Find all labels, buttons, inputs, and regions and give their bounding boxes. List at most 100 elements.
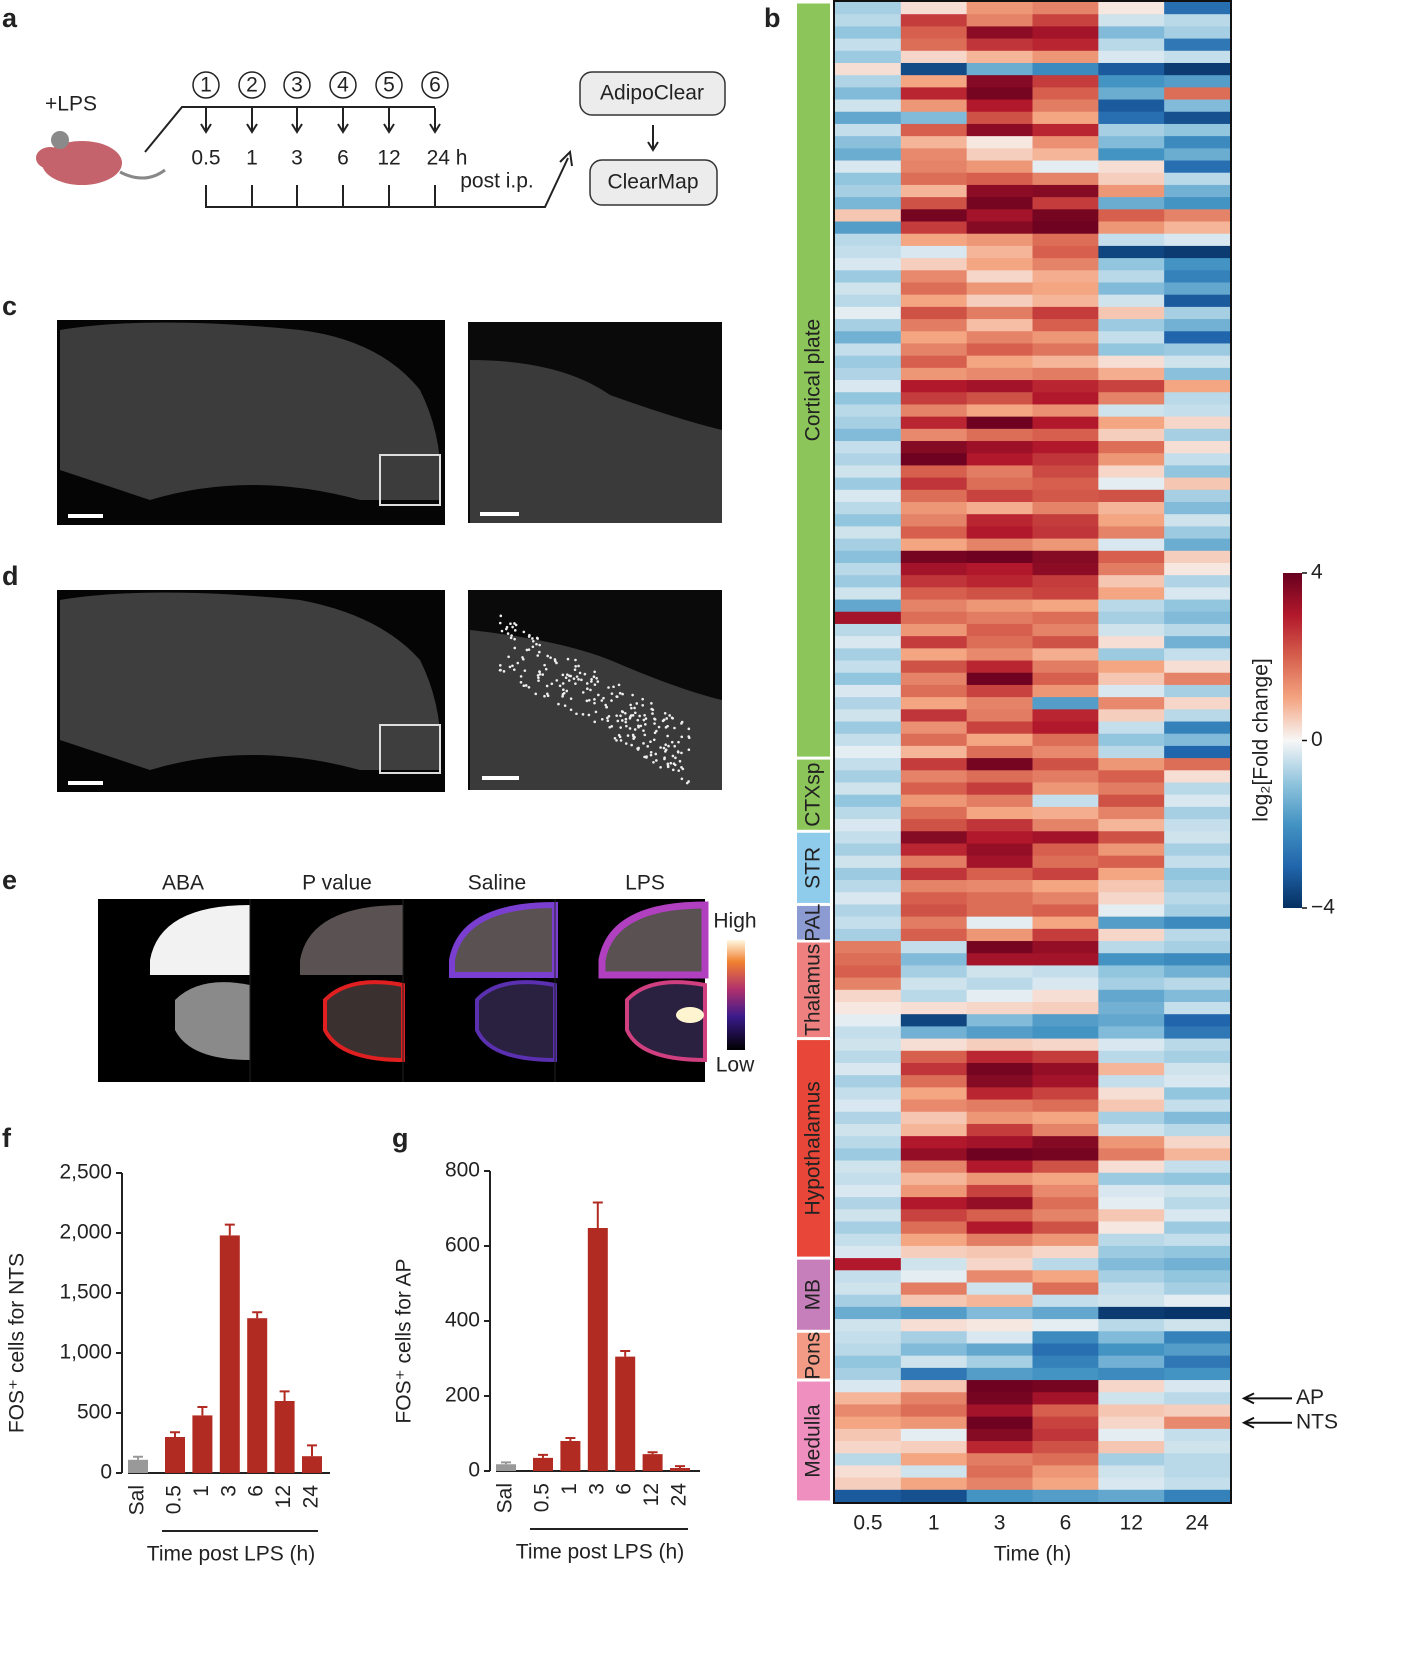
cell-dot bbox=[561, 673, 565, 677]
heatmap-cell bbox=[900, 831, 968, 844]
cell-dot bbox=[639, 724, 643, 728]
cell-dot bbox=[655, 759, 658, 762]
timeline bbox=[144, 106, 435, 153]
cell-dot bbox=[565, 689, 569, 693]
heatmap-cell bbox=[1098, 1282, 1165, 1296]
panel-label: a bbox=[2, 3, 18, 33]
heatmap-cell bbox=[835, 1184, 902, 1198]
cell-dot bbox=[538, 672, 542, 676]
heatmap-cell bbox=[835, 75, 902, 88]
heatmap-cell bbox=[966, 270, 1033, 283]
cell-dot bbox=[680, 777, 684, 781]
cell-dot bbox=[537, 679, 540, 682]
heatmap-cell bbox=[966, 880, 1033, 893]
heatmap-cell bbox=[835, 14, 902, 27]
cell-dot bbox=[668, 714, 671, 717]
heatmap-cell bbox=[966, 819, 1033, 832]
aba-region bbox=[150, 905, 250, 975]
heatmap-cell bbox=[1164, 1209, 1231, 1223]
error-bar bbox=[620, 1350, 631, 1357]
heatmap-cell bbox=[966, 1489, 1033, 1503]
bar bbox=[615, 1356, 636, 1471]
heatmap-cell bbox=[1098, 1245, 1165, 1259]
heatmap-cell bbox=[966, 831, 1033, 844]
heatmap-cell bbox=[1164, 62, 1231, 76]
x-tick-label: 1 bbox=[558, 1483, 581, 1495]
cell-dot bbox=[537, 676, 540, 680]
heatmap-cell bbox=[900, 562, 968, 576]
heatmap-cell bbox=[966, 367, 1033, 381]
heatmap-cell bbox=[966, 514, 1033, 527]
heatmap-cell bbox=[966, 770, 1033, 783]
heatmap-cell bbox=[1098, 806, 1165, 820]
cell-dot bbox=[499, 668, 502, 672]
cell-dot bbox=[621, 719, 624, 722]
heatmap-cell bbox=[1164, 160, 1231, 174]
heatmap-cell bbox=[1032, 928, 1099, 942]
colorbar bbox=[1283, 573, 1302, 908]
cell-dot bbox=[561, 693, 565, 696]
heatmap-cell bbox=[1098, 1331, 1165, 1344]
x-tick-label: 6 bbox=[245, 1485, 268, 1497]
heatmap-cell bbox=[835, 806, 902, 820]
region-label: Medulla bbox=[802, 1404, 825, 1478]
heatmap-cell bbox=[966, 75, 1033, 88]
heatmap-cell bbox=[1164, 465, 1231, 479]
heatmap-cell bbox=[900, 928, 968, 942]
heatmap-cell bbox=[1032, 428, 1099, 442]
heatmap-cell bbox=[1098, 1087, 1165, 1101]
time-label: 24 h bbox=[427, 147, 468, 170]
cell-dot bbox=[602, 696, 605, 700]
heatmap-cell bbox=[835, 782, 902, 796]
heatmap-cell bbox=[966, 233, 1033, 247]
heatmap-cell bbox=[966, 904, 1033, 918]
cell-dot bbox=[673, 726, 676, 730]
heatmap-cell bbox=[1164, 1441, 1231, 1454]
heatmap-cell bbox=[900, 672, 968, 686]
heatmap-cell bbox=[1164, 831, 1231, 844]
tissue bbox=[60, 592, 441, 770]
heatmap-cell bbox=[835, 331, 902, 344]
heatmap-cell bbox=[1164, 1355, 1231, 1369]
time-note: post i.p. bbox=[460, 170, 534, 193]
heatmap-cell bbox=[900, 977, 968, 991]
heatmap-cell bbox=[966, 136, 1033, 149]
heatmap-cell bbox=[835, 550, 902, 564]
time-label: 3 bbox=[291, 147, 303, 170]
heatmap-cell bbox=[1164, 14, 1231, 27]
cell-dot bbox=[572, 677, 576, 680]
heatmap-cell bbox=[1098, 441, 1165, 454]
heatmap-cell bbox=[1098, 282, 1165, 296]
heatmap-cell bbox=[966, 355, 1033, 369]
scale-label: High bbox=[713, 910, 756, 933]
heatmap-cell bbox=[900, 392, 968, 405]
heatmap-cell bbox=[966, 1258, 1033, 1271]
heatmap-cell bbox=[1098, 672, 1165, 686]
heatmap-cell bbox=[900, 111, 968, 125]
heatmap-cell bbox=[900, 806, 968, 820]
heatmap-cell bbox=[835, 928, 902, 942]
tissue bbox=[470, 630, 722, 790]
heatmap-cell bbox=[835, 684, 902, 698]
heatmap-cell bbox=[835, 1331, 902, 1344]
heatmap-cell bbox=[1098, 1477, 1165, 1491]
heatmap-cell bbox=[1164, 794, 1231, 808]
heatmap-cell bbox=[966, 50, 1033, 64]
heatmap-cell bbox=[1032, 867, 1099, 881]
cell-dot bbox=[606, 719, 610, 723]
heatmap-cell bbox=[835, 660, 902, 674]
heatmap-cell bbox=[966, 1404, 1033, 1418]
heatmap-cell bbox=[1032, 1331, 1099, 1344]
panel-label: f bbox=[2, 1123, 12, 1153]
pipeline-box bbox=[579, 71, 726, 116]
y-tick-label: 800 bbox=[445, 1159, 480, 1182]
heatmap-cell bbox=[1164, 697, 1231, 710]
heatmap-cell bbox=[835, 648, 902, 662]
heatmap-cell bbox=[1098, 270, 1165, 283]
cell-dot bbox=[569, 697, 573, 700]
heatmap-cell bbox=[1164, 26, 1231, 40]
heatmap-cell bbox=[1098, 758, 1165, 771]
heatmap-cell bbox=[966, 489, 1033, 503]
y-tick-label: 500 bbox=[77, 1401, 112, 1424]
heatmap-cell bbox=[1032, 1123, 1099, 1137]
